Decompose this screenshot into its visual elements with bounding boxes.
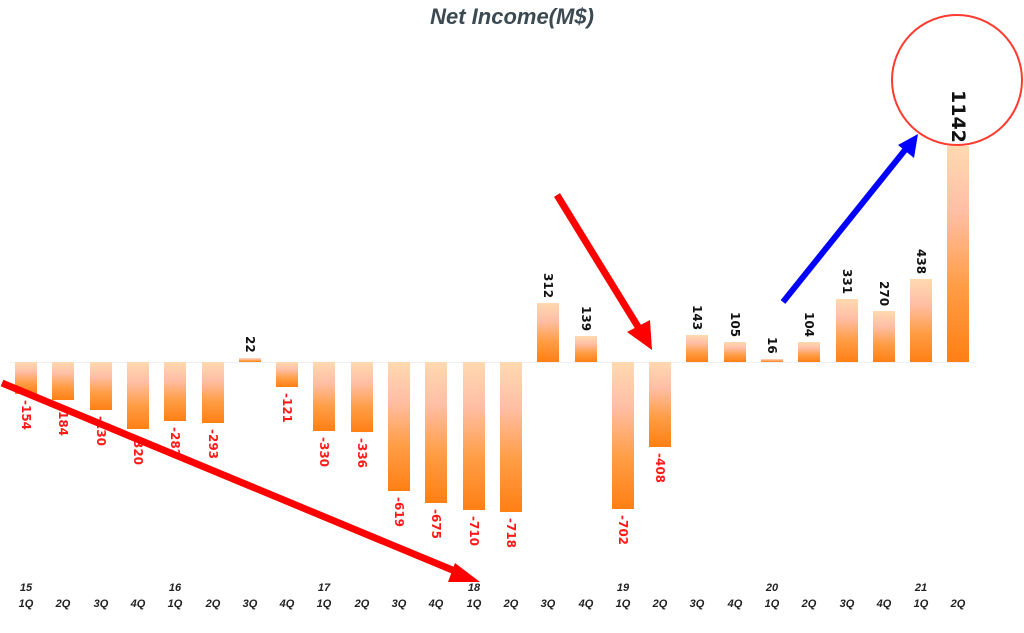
bar-20-3Q [836,299,858,362]
bar-16-2Q [202,362,224,423]
x-tick-year: 20 [765,582,779,594]
bar-19-2Q [649,362,671,447]
x-tick-quarter: 2Q [354,598,370,610]
bar-15-2Q [52,362,74,400]
x-tick-quarter: 1Q [316,598,332,610]
x-tick-quarter: 2Q [652,598,668,610]
x-tick-quarter: 2Q [55,598,71,610]
x-tick-quarter: 3Q [242,598,258,610]
x-tick-year: 16 [168,582,182,594]
x-tick-quarter: 1Q [466,598,482,610]
bar-17-1Q [313,362,335,431]
x-tick-year: 21 [914,582,928,594]
x-tick-quarter: 4Q [428,598,444,610]
bar-18-1Q [463,362,485,510]
x-tick-quarter: 3Q [689,598,705,610]
x-tick-quarter: 1Q [764,598,780,610]
x-tick-quarter: 4Q [279,598,295,610]
bar-17-4Q [425,362,447,503]
red-arrow-drop-icon [554,193,652,350]
x-tick-quarter: 2Q [503,598,519,610]
x-tick-year: 18 [467,582,481,594]
x-tick-year: 17 [317,582,331,594]
zero-baseline [10,362,975,363]
x-tick-quarter: 1Q [913,598,929,610]
bar-16-3Q [239,358,261,362]
bar-15-4Q [127,362,149,429]
bar-19-1Q [612,362,634,509]
bar-18-3Q [537,303,559,362]
x-tick-quarter: 3Q [540,598,556,610]
x-tick-year: 15 [19,582,33,594]
highlight-circle [891,14,1023,146]
bar-16-1Q [164,362,186,421]
bar-16-4Q [276,362,298,387]
bar-20-4Q [873,311,895,362]
x-tick-quarter: 4Q [578,598,594,610]
x-tick-quarter: 4Q [130,598,146,610]
blue-arrow-rise-icon [780,134,918,304]
chart-title: Net Income(M$) [430,4,594,29]
bar-20-1Q [761,359,783,362]
x-tick-quarter: 1Q [18,598,34,610]
x-tick-quarter: 2Q [205,598,221,610]
x-tick-quarter: 1Q [167,598,183,610]
x-tick-year: 19 [616,582,630,594]
bar-17-3Q [388,362,410,491]
bar-19-3Q [686,335,708,362]
x-tick-quarter: 3Q [391,598,407,610]
bar-17-2Q [351,362,373,432]
x-tick-quarter: 3Q [839,598,855,610]
bar-21-1Q [910,279,932,362]
bar-18-4Q [575,336,597,362]
bar-15-3Q [90,362,112,410]
bar-21-2Q [947,146,969,362]
x-tick-quarter: 2Q [801,598,817,610]
x-tick-quarter: 4Q [876,598,892,610]
bar-15-1Q [15,362,37,394]
bar-20-2Q [798,342,820,362]
x-tick-quarter: 3Q [93,598,109,610]
x-tick-quarter: 1Q [615,598,631,610]
bar-19-4Q [724,342,746,362]
x-tick-quarter: 2Q [950,598,966,610]
red-arrow-decline-icon [0,379,480,582]
x-tick-quarter: 4Q [727,598,743,610]
bar-18-2Q [500,362,522,512]
